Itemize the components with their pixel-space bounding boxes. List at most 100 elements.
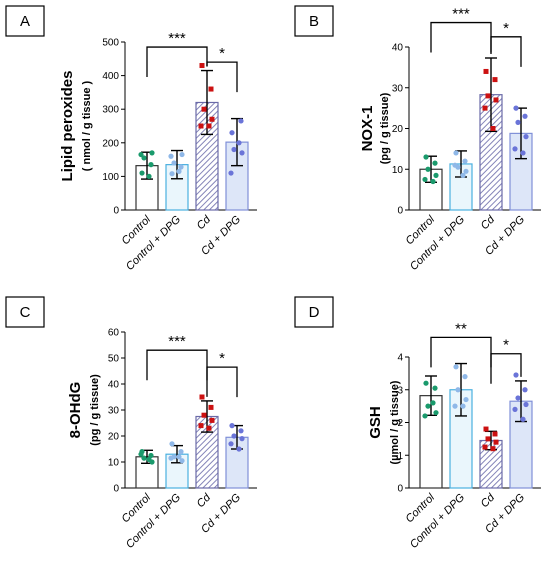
category-label: Cd [195, 491, 214, 510]
data-point [482, 105, 488, 111]
data-point [460, 403, 466, 409]
panel-label: A [20, 13, 30, 30]
data-point [171, 160, 177, 166]
y-tick-label: 30 [392, 83, 404, 94]
data-point [452, 162, 458, 168]
data-point [149, 150, 155, 156]
data-point [425, 403, 431, 409]
data-point [515, 119, 521, 125]
y-tick-label: 10 [392, 165, 404, 176]
data-point [208, 404, 214, 410]
y-tick-label: 30 [108, 406, 120, 417]
data-point [483, 68, 489, 74]
data-point [231, 433, 237, 439]
panel-label-box [294, 296, 334, 328]
y-tick-label: 2 [397, 418, 403, 429]
significance-bracket [206, 61, 238, 93]
significance-bracket [490, 36, 522, 67]
data-point [522, 387, 528, 393]
y-tick-label: 60 [108, 328, 120, 339]
data-point [199, 63, 205, 69]
data-point [455, 387, 461, 393]
data-point [423, 154, 429, 160]
data-point [228, 170, 234, 176]
data-point [138, 151, 144, 158]
significance-label: *** [452, 6, 470, 23]
data-point [141, 455, 147, 461]
y-axis-unit: ( nmol / g tissue ) [81, 80, 93, 171]
data-point [178, 449, 184, 455]
data-point [236, 140, 242, 146]
data-point [433, 410, 439, 416]
data-point [520, 150, 526, 156]
y-tick-label: 1 [397, 451, 403, 462]
significance-bracket [430, 21, 492, 53]
data-point [179, 151, 185, 158]
data-point [239, 150, 245, 156]
panel-label-box [294, 5, 334, 37]
data-point [423, 380, 429, 386]
y-tick-label: 0 [113, 206, 119, 217]
category-label: Control + DPG [408, 213, 468, 273]
data-point [201, 106, 207, 112]
data-point [201, 412, 207, 418]
data-point [206, 123, 212, 129]
data-point [432, 160, 438, 166]
data-point [176, 168, 182, 174]
data-point [238, 118, 244, 124]
data-point [512, 406, 518, 412]
category-label: Cd [195, 213, 214, 232]
data-point [430, 178, 436, 185]
y-tick-label: 50 [108, 354, 120, 365]
data-point [493, 97, 499, 103]
data-point [179, 458, 185, 464]
data-point [492, 77, 498, 83]
y-tick-label: 0 [113, 484, 119, 495]
data-point [523, 401, 529, 408]
y-axis-label: GSH [367, 406, 384, 439]
category-label: Cd [479, 213, 498, 232]
data-point [229, 423, 235, 429]
data-point [452, 403, 458, 409]
data-point [176, 454, 182, 460]
data-point [141, 155, 147, 161]
data-point [206, 425, 212, 431]
significance-label: *** [168, 333, 186, 350]
data-point [422, 176, 428, 183]
data-point [490, 126, 496, 131]
panel-label: C [20, 304, 31, 321]
significance-bracket [146, 46, 208, 78]
y-tick-label: 100 [102, 172, 119, 183]
data-point [520, 416, 526, 422]
data-point [168, 153, 174, 159]
data-point [425, 166, 431, 172]
y-tick-label: 0 [397, 206, 403, 217]
data-point [422, 413, 428, 419]
y-tick-label: 10 [108, 458, 120, 469]
y-axis-label: 8-OHdG [67, 382, 84, 439]
data-point [485, 93, 491, 99]
y-tick-label: 400 [102, 71, 119, 82]
data-point [239, 436, 245, 442]
data-point [148, 452, 154, 459]
category-label: Control + DPG [124, 213, 184, 273]
panel-c: C 0 10 20 30 40 50 60 8-OHdG (pg / g tissue) Contr… [5, 296, 257, 551]
data-point [236, 446, 242, 452]
data-point [169, 441, 175, 447]
data-point [209, 116, 215, 122]
data-point [512, 146, 518, 152]
data-point [522, 113, 528, 119]
data-point [146, 456, 152, 462]
data-point [453, 150, 459, 156]
data-point [463, 168, 469, 174]
significance-label: ** [455, 320, 467, 337]
data-point [432, 385, 438, 391]
data-point [178, 164, 184, 170]
y-axis-label: Lipid peroxides [59, 71, 76, 182]
data-point [460, 172, 466, 178]
data-point [139, 170, 145, 176]
y-axis-unit: (pg / g tissue) [89, 374, 101, 446]
